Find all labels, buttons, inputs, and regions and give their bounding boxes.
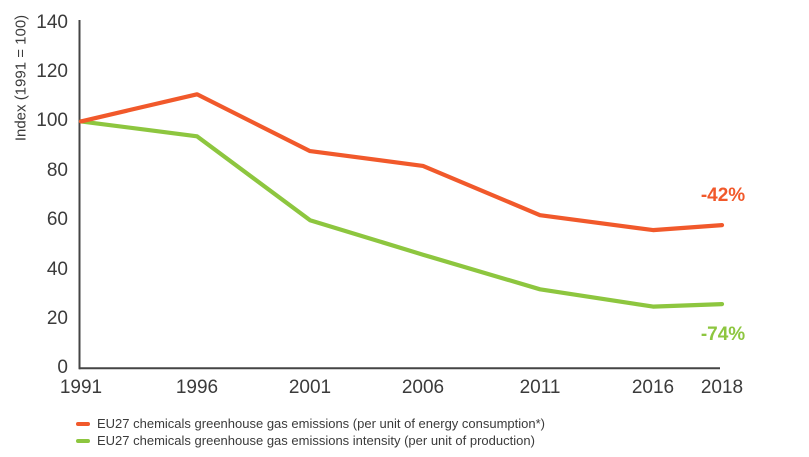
x-tick-label: 2001 xyxy=(288,377,332,398)
legend-item-intensity: EU27 chemicals greenhouse gas emissions … xyxy=(76,432,545,449)
y-tick-label: 60 xyxy=(46,209,68,230)
series-end-annotation-intensity: -74% xyxy=(700,324,746,345)
legend-label-emissions: EU27 chemicals greenhouse gas emissions … xyxy=(97,416,546,431)
x-tick-label: 2016 xyxy=(631,377,675,398)
legend-dash-icon xyxy=(76,421,90,426)
x-tick-label: 1996 xyxy=(175,377,219,398)
legend: EU27 chemicals greenhouse gas emissions … xyxy=(76,415,545,449)
legend-label-intensity: EU27 chemicals greenhouse gas emissions … xyxy=(97,433,535,448)
y-tick-label: 140 xyxy=(36,12,68,33)
y-tick-label: 120 xyxy=(36,61,68,82)
legend-item-emissions: EU27 chemicals greenhouse gas emissions … xyxy=(76,415,545,432)
series-line-intensity xyxy=(78,119,725,309)
legend-dash-icon xyxy=(76,438,90,443)
y-tick-label: 100 xyxy=(36,110,68,131)
x-tick-label: 2006 xyxy=(401,377,445,398)
y-tick-label: 0 xyxy=(57,357,68,378)
y-tick-label: 20 xyxy=(46,308,68,329)
series-end-annotation-emissions: -42% xyxy=(700,185,746,206)
y-tick-label: 80 xyxy=(46,160,68,181)
x-tick-label: 1991 xyxy=(59,377,103,398)
x-tick-label: 2011 xyxy=(519,377,561,398)
x-tick-label: 2018 xyxy=(700,377,744,398)
series-line-emissions xyxy=(78,92,725,233)
y-tick-label: 40 xyxy=(46,259,68,280)
